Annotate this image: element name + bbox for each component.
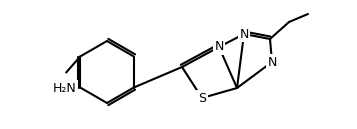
Text: N: N [239, 27, 249, 41]
Text: N: N [267, 55, 277, 68]
Text: S: S [198, 91, 206, 104]
Text: H₂N: H₂N [51, 80, 75, 94]
Text: N: N [214, 41, 224, 54]
Text: H₂N: H₂N [52, 82, 76, 95]
